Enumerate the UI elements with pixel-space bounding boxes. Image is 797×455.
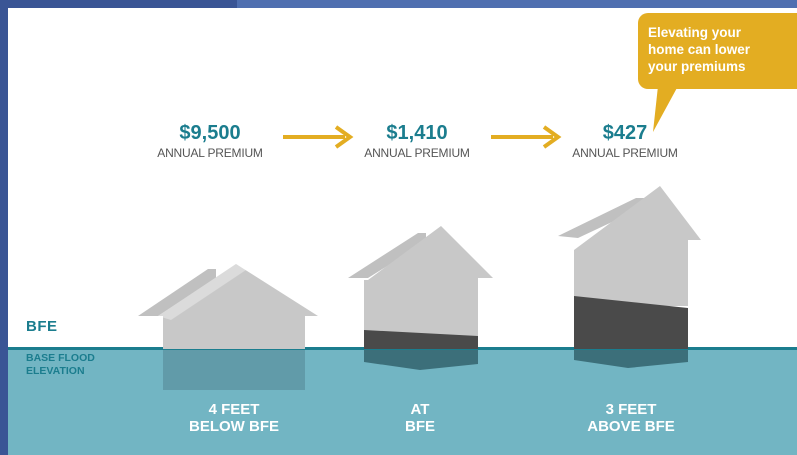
callout-bubble: Elevating your home can lower your premi… xyxy=(638,13,797,89)
arrow-right-icon xyxy=(491,125,562,149)
houses-illustration xyxy=(138,86,701,390)
premium-amount: $9,500 xyxy=(179,122,241,144)
premium-label: ANNUAL PREMIUM xyxy=(572,146,678,160)
premium-label: ANNUAL PREMIUM xyxy=(157,146,263,160)
level-above-bfe: 3 FEET ABOVE BFE xyxy=(587,401,675,435)
bfe-label: BFE xyxy=(26,318,58,335)
callout-text: Elevating your home can lower your premi… xyxy=(648,25,751,74)
level-at-bfe: AT BFE xyxy=(405,401,435,435)
arrow-right-icon xyxy=(283,125,354,149)
premium-amount: $427 xyxy=(602,122,648,144)
top-bar xyxy=(237,0,797,8)
premium-label: ANNUAL PREMIUM xyxy=(364,146,470,160)
house-at-bfe xyxy=(348,226,493,370)
level-below-bfe: 4 FEET BELOW BFE xyxy=(189,401,279,435)
infographic-panel: Elevating your home can lower your premi… xyxy=(8,8,797,455)
house-above-bfe xyxy=(558,186,701,368)
premium-above-bfe: $427 ANNUAL PREMIUM xyxy=(545,122,705,160)
bfe-full-label: BASE FLOOD ELEVATION xyxy=(26,352,95,377)
house-below-bfe xyxy=(138,264,318,390)
premium-at-bfe: $1,410 ANNUAL PREMIUM xyxy=(337,122,497,160)
premium-amount: $1,410 xyxy=(386,122,448,144)
callout-tail xyxy=(653,86,678,132)
premium-below-bfe: $9,500 ANNUAL PREMIUM xyxy=(130,122,290,160)
